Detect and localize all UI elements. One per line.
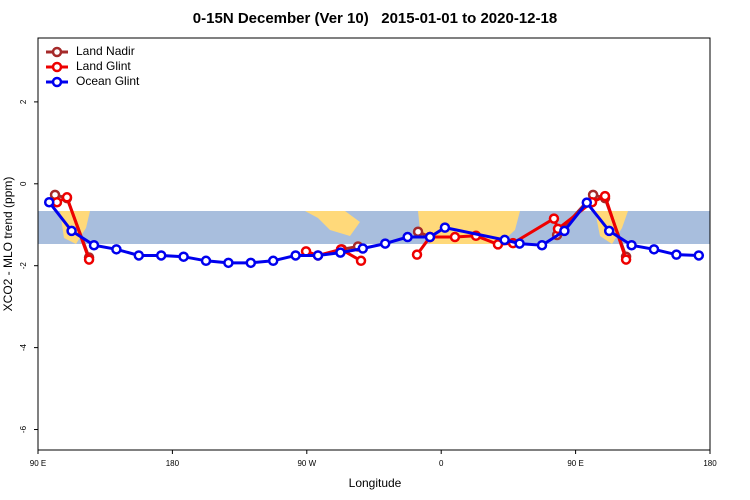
data-point [245,257,257,269]
data-point [357,243,369,254]
data-point [424,231,436,243]
data-point [449,231,461,243]
data-point [200,255,212,267]
y-tick-label: 2 [19,99,28,104]
data-point [603,225,615,237]
data-point [155,250,167,261]
y-tick-label: -6 [19,425,28,433]
legend-marker [51,46,63,58]
data-point [514,238,525,249]
data-point [223,257,234,269]
plot-frame [37,37,711,451]
data-point [43,196,55,208]
data-point [355,255,367,267]
data-point [111,244,122,255]
data-point [559,225,570,237]
y-tick-label: 0 [19,181,28,186]
data-point [66,225,77,237]
data-point [499,234,510,246]
legend-marker [51,61,63,73]
x-tick-label: 180 [703,459,717,468]
data-point [61,192,73,203]
legend-label: Land Nadir [76,44,135,58]
chart-title: 0-15N December (Ver 10) 2015-01-01 to 20… [193,10,557,27]
legend-label: Land Glint [76,59,131,73]
data-point [626,239,637,251]
y-axis-label: XCO2 - MLO trend (ppm) [1,177,15,312]
land [305,211,360,236]
data-point [267,255,279,267]
data-point [290,250,301,261]
data-point [671,249,682,260]
legend-marker [51,76,63,88]
data-point [648,244,660,255]
data-point [581,197,593,208]
data-point [439,222,451,233]
data-point [492,239,504,250]
data-point [133,250,145,261]
data-point [599,190,611,202]
x-tick-label: 0 [439,459,444,468]
data-point [312,250,324,261]
data-point [335,247,346,258]
data-point [402,231,413,243]
data-point [83,254,95,265]
x-tick-label: 90 E [30,459,46,468]
data-point [620,254,632,265]
data-point [548,213,560,224]
legend-label: Ocean Glint [76,74,140,88]
data-point [379,238,391,249]
data-point [88,239,100,251]
x-tick-label: 90 E [567,459,583,468]
data-point [178,251,189,262]
data-point [411,249,423,260]
y-tick-label: -4 [19,344,28,352]
x-tick-label: 90 W [297,459,316,468]
data-point [412,226,424,237]
x-axis-label: Longitude [349,476,402,490]
y-tick-label: -2 [19,262,28,270]
x-tick-label: 180 [166,459,180,468]
data-point [536,239,548,251]
data-point [693,250,705,261]
